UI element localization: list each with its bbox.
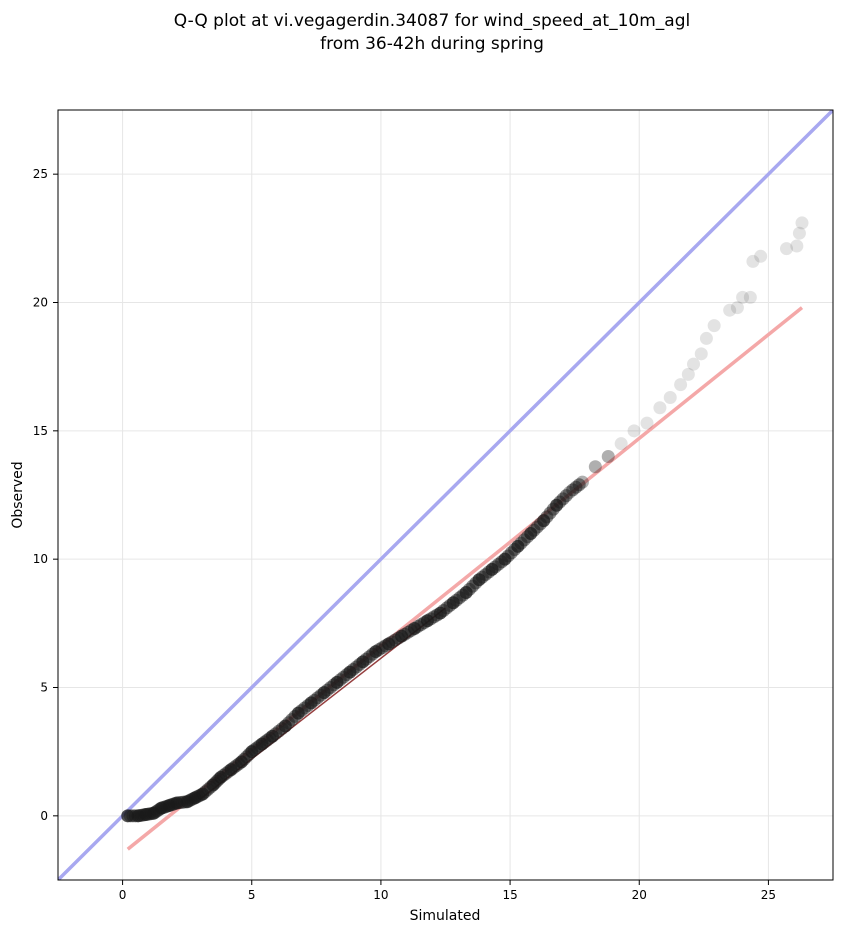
y-tick-label: 10	[33, 552, 48, 566]
x-tick-label: 10	[373, 888, 388, 902]
x-tick-label: 20	[632, 888, 647, 902]
y-axis-label: Observed	[10, 461, 26, 528]
x-tick-label: 25	[761, 888, 776, 902]
data-point	[687, 357, 700, 371]
data-point	[640, 416, 654, 430]
x-tick-label: 0	[119, 888, 127, 902]
data-point	[730, 301, 744, 315]
data-point	[795, 216, 809, 230]
reference-lines	[58, 110, 833, 880]
plot-frame	[57, 109, 834, 881]
data-point	[601, 450, 615, 463]
data-point	[588, 460, 602, 474]
data-point	[572, 478, 586, 492]
data-point	[743, 290, 757, 304]
x-tick-label: 5	[248, 888, 256, 902]
data-point	[694, 347, 708, 361]
data-point	[699, 331, 713, 345]
data-point	[792, 226, 806, 240]
data-point	[790, 239, 804, 253]
data-point	[663, 390, 677, 404]
data-point	[754, 249, 768, 263]
x-tick-label: 15	[502, 888, 517, 902]
y-tick-label: 15	[33, 424, 48, 438]
axis-ticks: 0 5 10 15 20 25 0 5 10 15 20 25	[33, 167, 776, 902]
data-point	[681, 367, 695, 381]
data-point	[780, 242, 793, 256]
data-point	[723, 303, 737, 317]
data-point	[707, 319, 721, 333]
y-tick-label: 25	[33, 167, 48, 181]
data-point	[614, 437, 628, 451]
grid	[58, 110, 833, 880]
data-point	[674, 378, 688, 392]
y-tick-label: 5	[40, 681, 48, 695]
y-tick-label: 0	[40, 809, 48, 823]
identity-line	[58, 110, 833, 880]
data-point	[653, 401, 667, 415]
data-point	[736, 290, 750, 304]
chart-title-line1: Q-Q plot at vi.vegagerdin.34087 for wind…	[174, 11, 690, 31]
data-point	[746, 254, 760, 268]
data-points	[121, 216, 809, 823]
y-tick-label: 20	[33, 296, 48, 310]
x-axis-label: Simulated	[410, 908, 481, 924]
data-point	[627, 424, 641, 438]
chart-title-line2: from 36-42h during spring	[320, 34, 544, 54]
